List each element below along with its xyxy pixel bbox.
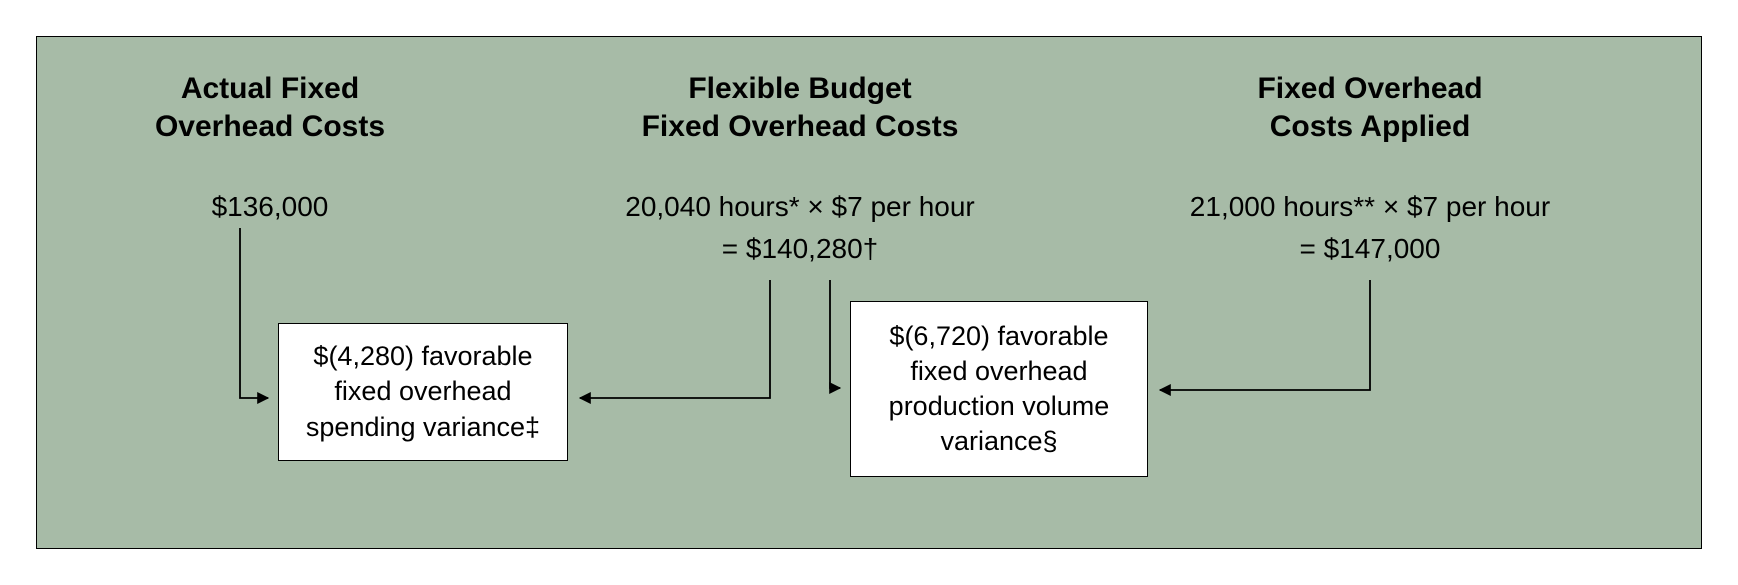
volume-variance-line3: production volume <box>889 391 1110 421</box>
applied-title: Fixed Overhead Costs Applied <box>1130 70 1610 145</box>
applied-value: 21,000 hours** × $7 per hour = $147,000 <box>1130 186 1610 270</box>
volume-variance-amount: $(6,720) favorable <box>889 321 1108 351</box>
actual-value: $136,000 <box>100 186 440 228</box>
flexible-value-line2: = $140,280† <box>722 233 879 264</box>
flexible-title: Flexible Budget Fixed Overhead Costs <box>560 70 1040 145</box>
volume-variance-line4: variance§ <box>940 426 1057 456</box>
volume-variance-box: $(6,720) favorable fixed overhead produc… <box>850 301 1148 477</box>
spending-variance-box: $(4,280) favorable fixed overhead spendi… <box>278 323 568 461</box>
applied-value-line2: = $147,000 <box>1300 233 1441 264</box>
actual-title: Actual Fixed Overhead Costs <box>100 70 440 145</box>
applied-value-line1: 21,000 hours** × $7 per hour <box>1190 191 1550 222</box>
flexible-value: 20,040 hours* × $7 per hour = $140,280† <box>560 186 1040 270</box>
flexible-title-line1: Flexible Budget <box>688 72 911 105</box>
spending-variance-amount: $(4,280) favorable <box>313 341 532 371</box>
applied-title-line2: Costs Applied <box>1270 110 1471 143</box>
applied-title-line1: Fixed Overhead <box>1257 72 1482 105</box>
actual-title-line2: Overhead Costs <box>155 110 385 143</box>
flexible-value-line1: 20,040 hours* × $7 per hour <box>625 191 974 222</box>
spending-variance-line3: spending variance‡ <box>306 412 540 442</box>
spending-variance-line2: fixed overhead <box>334 376 511 406</box>
actual-title-line1: Actual Fixed <box>181 72 359 105</box>
flexible-title-line2: Fixed Overhead Costs <box>642 110 959 143</box>
volume-variance-line2: fixed overhead <box>910 356 1087 386</box>
